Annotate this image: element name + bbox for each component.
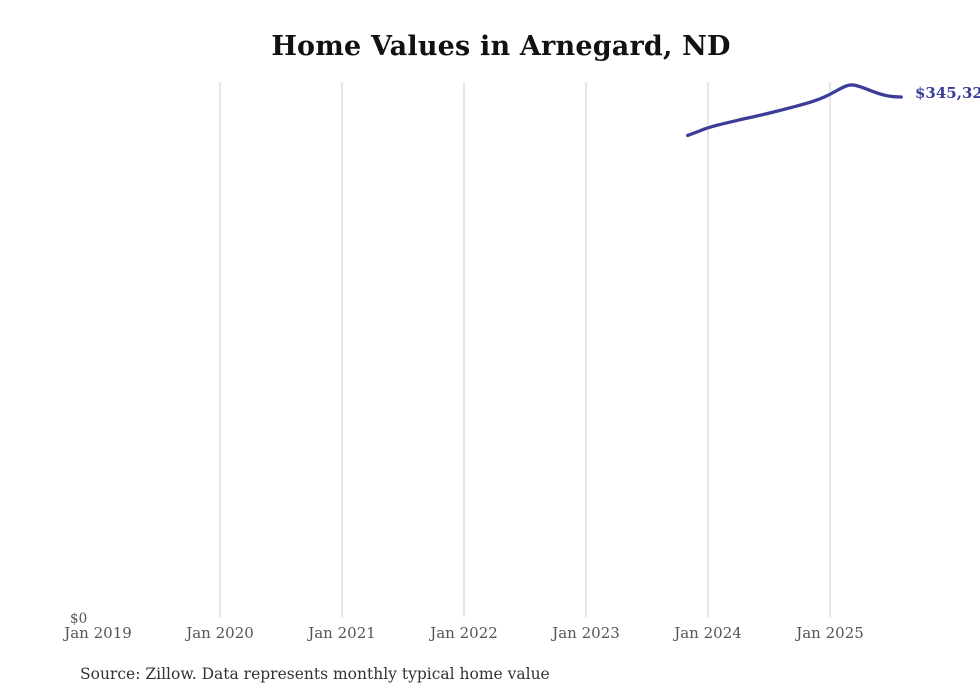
x-axis-label: Jan 2024 — [674, 624, 742, 642]
x-axis-label: Jan 2025 — [796, 624, 864, 642]
x-axis-label: Jan 2019 — [64, 624, 132, 642]
value-line — [686, 83, 903, 138]
latest-value-label: $345,325 — [915, 84, 980, 102]
chart-title: Home Values in Arnegard, ND — [271, 31, 731, 62]
x-axis-label: Jan 2021 — [308, 624, 376, 642]
y-axis-label-zero: $0 — [70, 611, 88, 627]
x-axis-label: Jan 2020 — [186, 624, 254, 642]
x-axis-label: Jan 2023 — [552, 624, 620, 642]
x-axis-label: Jan 2022 — [430, 624, 498, 642]
source-note: Source: Zillow. Data represents monthly … — [80, 665, 550, 683]
